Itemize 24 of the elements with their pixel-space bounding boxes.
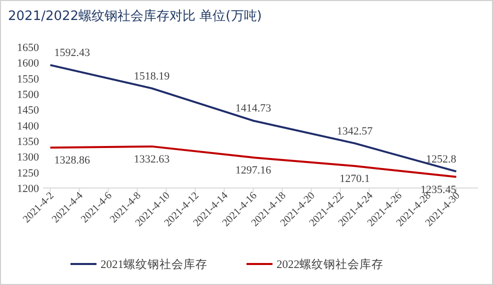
y-tick-label: 1200 (17, 183, 40, 195)
y-tick-label: 1250 (17, 167, 40, 180)
y-tick-label: 1300 (17, 152, 40, 164)
y-tick-label: 1400 (17, 120, 40, 132)
y-tick-label: 1450 (17, 104, 40, 117)
data-label: 1328.86 (54, 154, 90, 167)
data-label: 1414.73 (235, 102, 272, 115)
data-label: 1297.16 (235, 164, 272, 177)
legend-label: 2022螺纹钢社会库存 (276, 257, 384, 271)
y-tick-label: 1500 (17, 89, 40, 101)
y-tick-label: 1550 (17, 73, 40, 86)
title: 2021/2022螺纹钢社会库存对比 单位(万吨) (8, 9, 262, 24)
y-tick-label: 1650 (17, 42, 40, 54)
data-label: 1592.43 (54, 47, 90, 60)
legend-label: 2021螺纹钢社会库存 (100, 257, 208, 271)
data-label: 1342.57 (336, 125, 374, 138)
legend-item: 2022螺纹钢社会库存 (246, 259, 384, 271)
y-tick-label: 1350 (17, 136, 40, 148)
y-tick-label: 1600 (17, 58, 40, 70)
data-label: 1332.63 (134, 153, 170, 166)
data-label: 1518.19 (134, 70, 170, 82)
legend-item: 2021螺纹钢社会库存 (70, 259, 208, 271)
data-label: 1252.8 (426, 153, 457, 166)
data-label: 1270.1 (340, 173, 370, 186)
